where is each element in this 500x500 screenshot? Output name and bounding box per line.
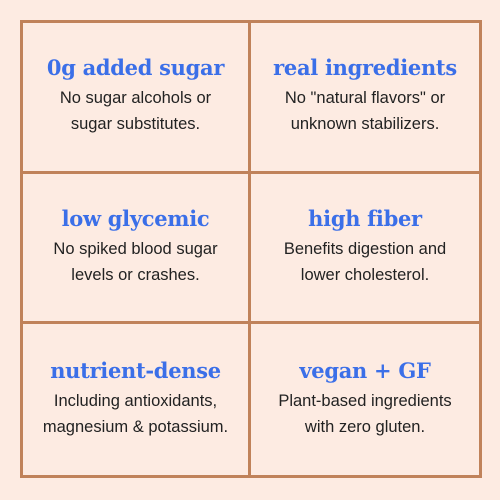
feature-description: No spiked blood sugar levels or crashes. [53,236,217,289]
feature-description-line: No "natural flavors" or [284,88,446,107]
feature-description-line: levels or crashes. [71,266,200,285]
feature-card-real-ingredients: real ingredients No "natural flavors" or… [251,23,479,174]
feature-description-line: unknown stabilizers. [290,115,440,134]
feature-description: No "natural flavors" or unknown stabiliz… [285,85,445,138]
feature-title: real ingredients [273,54,457,80]
feature-description-line: Benefits digestion and [283,239,447,258]
feature-description-line: lower cholesterol. [300,266,430,285]
feature-card-low-glycemic: low glycemic No spiked blood sugar level… [23,173,251,325]
feature-description: Including antioxidants, magnesium & pota… [43,388,228,441]
feature-description-line: No sugar alcohols or [59,88,212,107]
feature-description-line: with zero gluten. [304,418,426,437]
feature-title: nutrient-dense [50,357,221,383]
feature-description: Plant-based ingredients with zero gluten… [278,388,451,441]
feature-description-line: sugar substitutes. [70,115,201,134]
feature-title: high fiber [308,205,422,231]
feature-description-line: magnesium & potassium. [42,418,229,437]
feature-title: low glycemic [61,205,210,231]
feature-description-line: Plant-based ingredients [278,391,452,410]
feature-description-line: No spiked blood sugar [53,239,218,258]
feature-card-high-fiber: high fiber Benefits digestion and lower … [251,174,479,325]
feature-card-added-sugar: 0g added sugar No sugar alcohols or suga… [23,23,251,174]
features-grid: 0g added sugar No sugar alcohols or suga… [20,20,482,478]
feature-title: 0g added sugar [46,54,225,80]
feature-card-nutrient-dense: nutrient-dense Including antioxidants, m… [23,324,251,475]
feature-title: vegan + GF [299,357,431,383]
feature-description: Benefits digestion and lower cholesterol… [284,236,446,289]
feature-description: No sugar alcohols or sugar substitutes. [60,85,211,138]
feature-card-vegan-gf: vegan + GF Plant-based ingredients with … [251,324,479,475]
feature-description-line: Including antioxidants, [53,391,218,410]
